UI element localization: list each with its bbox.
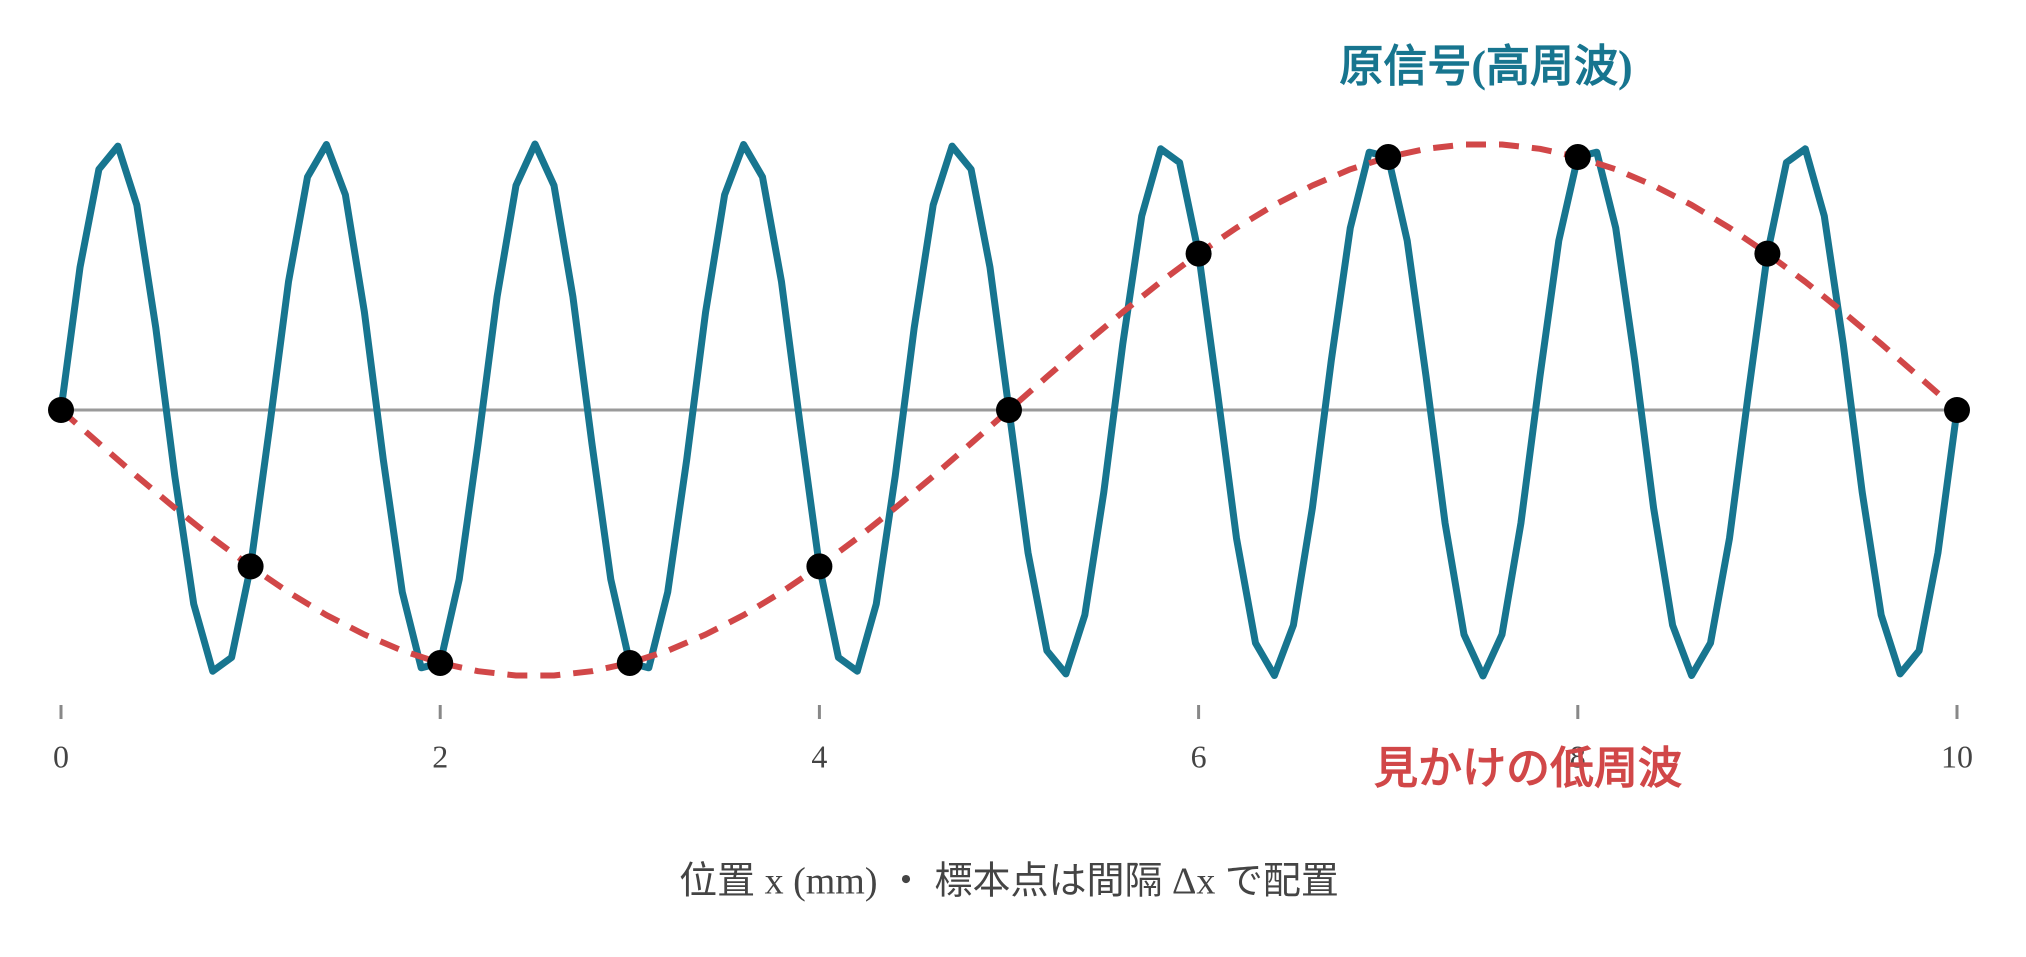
x-tick-label: 8 bbox=[1570, 738, 1586, 774]
x-tick-label: 6 bbox=[1191, 738, 1207, 774]
sample-point bbox=[237, 553, 264, 580]
x-tick-label: 0 bbox=[53, 738, 69, 774]
series-annotation: 見かけの低周波 bbox=[1374, 744, 1682, 793]
sample-point bbox=[1375, 144, 1402, 171]
x-tick-label: 2 bbox=[432, 738, 448, 774]
sample-point bbox=[616, 649, 643, 676]
sample-point bbox=[806, 553, 833, 580]
sample-point bbox=[996, 397, 1022, 423]
sample-point bbox=[48, 397, 74, 423]
sample-point bbox=[1754, 240, 1781, 267]
dashed-line bbox=[59, 141, 1959, 679]
sample-point bbox=[1564, 144, 1591, 171]
series-annotation: 原信号(高周波) bbox=[1339, 42, 1632, 91]
sample-point bbox=[1185, 240, 1212, 267]
sample-point bbox=[1944, 397, 1970, 423]
x-tick-label: 10 bbox=[1941, 738, 1973, 774]
sample-point bbox=[427, 649, 454, 676]
x-tick-label: 4 bbox=[811, 738, 827, 774]
x-axis-label: 位置 x (mm) ・ 標本点は間隔 Δx で配置 bbox=[679, 861, 1339, 903]
